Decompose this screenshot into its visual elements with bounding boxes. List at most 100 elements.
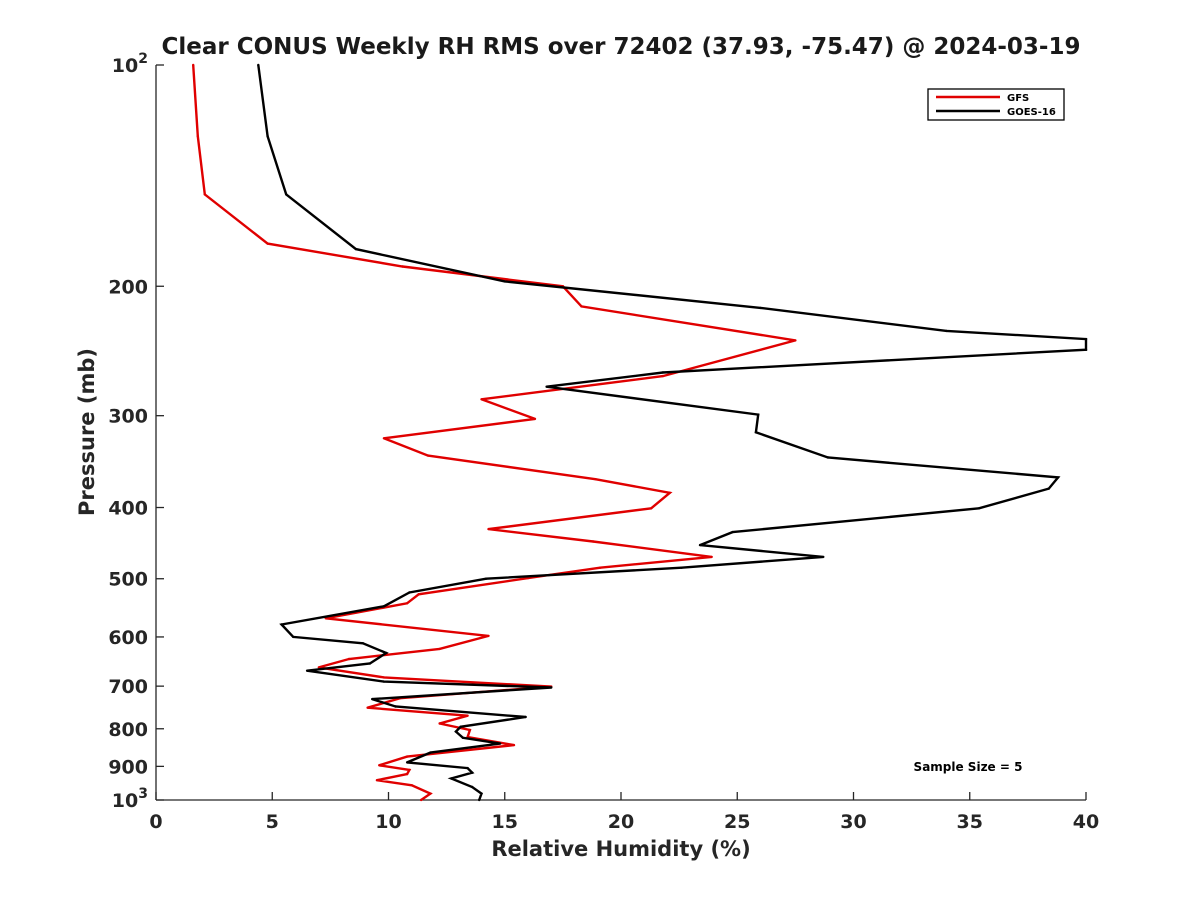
y-tick-label: 200: [108, 276, 148, 298]
x-axis-label: Relative Humidity (%): [491, 837, 750, 861]
data-point-gfs: [375, 779, 379, 782]
data-point-gfs: [408, 768, 411, 772]
y-tick-label-base: 400: [108, 498, 148, 520]
y-tick-label-base: 500: [108, 569, 148, 591]
data-point-gfs: [487, 527, 490, 531]
data-point-gfs: [438, 722, 441, 725]
y-tick-label: 300: [108, 406, 148, 428]
data-point-gfs: [661, 374, 665, 378]
y-tick-label: 103: [112, 786, 148, 812]
data-point-gfs: [196, 135, 199, 138]
data-point-goes-16: [480, 792, 483, 795]
y-tick-label: 800: [108, 719, 148, 741]
data-point-gfs: [382, 676, 386, 679]
data-point-goes-16: [292, 635, 295, 639]
data-point-goes-16: [759, 306, 762, 310]
data-point-goes-16: [405, 761, 409, 764]
data-point-goes-16: [478, 798, 481, 802]
y-tick-label: 900: [108, 756, 148, 778]
x-tick-label: 20: [608, 811, 634, 833]
sample-size-annotation: Sample Size = 5: [914, 760, 1023, 774]
data-point-gfs: [419, 798, 423, 802]
y-tick-label-base: 900: [108, 756, 148, 778]
data-point-goes-16: [731, 530, 734, 534]
data-point-goes-16: [408, 591, 411, 594]
data-point-gfs: [382, 437, 386, 440]
data-point-gfs: [317, 666, 320, 669]
data-point-goes-16: [285, 193, 288, 196]
data-point-gfs: [794, 339, 797, 342]
data-point-goes-16: [977, 507, 981, 510]
data-point-goes-16: [484, 577, 488, 580]
data-point-goes-16: [524, 715, 527, 719]
data-point-gfs: [591, 540, 595, 543]
data-point-goes-16: [450, 777, 453, 780]
y-tick-label: 400: [108, 498, 148, 520]
legend: GFS GOES-16: [927, 88, 1065, 121]
data-point-goes-16: [1047, 487, 1051, 490]
y-tick-label: 102: [112, 51, 148, 77]
y-tick-label: 500: [108, 569, 148, 591]
y-tick-label-base: 600: [108, 627, 148, 649]
data-point-gfs: [426, 454, 430, 457]
data-point-goes-16: [545, 385, 548, 388]
y-tick-label-base: 800: [108, 719, 148, 741]
y-tick-label-base: 700: [108, 676, 148, 698]
data-point-gfs: [710, 555, 713, 559]
data-point-goes-16: [698, 543, 702, 547]
data-point-goes-16: [1084, 348, 1088, 351]
x-tick-label: 0: [149, 811, 162, 833]
x-tick-label: 5: [266, 811, 279, 833]
data-point-gfs: [480, 398, 483, 401]
data-point-goes-16: [382, 605, 386, 608]
data-point-goes-16: [680, 566, 683, 569]
data-point-goes-16: [461, 736, 465, 739]
data-point-goes-16: [945, 329, 948, 333]
data-point-gfs: [405, 602, 409, 605]
data-point-goes-16: [754, 431, 758, 434]
data-point-goes-16: [368, 662, 372, 665]
data-point-goes-16: [394, 705, 397, 708]
data-point-goes-16: [466, 766, 469, 770]
data-point-gfs: [405, 772, 409, 776]
data-point-goes-16: [471, 785, 474, 789]
y-tick-label: 700: [108, 676, 148, 698]
x-tick-label: 10: [375, 811, 401, 833]
data-point-goes-16: [471, 771, 474, 774]
data-point-gfs: [580, 305, 583, 308]
y-tick-label-exponent: 2: [138, 51, 148, 67]
legend-label-goes-16: GOES-16: [1007, 107, 1056, 118]
data-point-gfs: [512, 743, 516, 747]
data-point-gfs: [466, 714, 469, 717]
x-tick-label: 25: [724, 811, 750, 833]
x-tick-label: 30: [840, 811, 866, 833]
data-point-goes-16: [826, 456, 830, 459]
y-tick-label-base: 200: [108, 276, 148, 298]
data-point-goes-16: [305, 669, 309, 672]
data-point-goes-16: [454, 730, 458, 733]
data-point-gfs: [192, 63, 195, 67]
data-point-goes-16: [1084, 337, 1088, 341]
data-point-goes-16: [361, 642, 365, 645]
data-point-gfs: [487, 634, 490, 638]
data-point-gfs: [405, 755, 409, 758]
data-point-gfs: [203, 193, 206, 196]
data-point-goes-16: [550, 686, 553, 689]
data-point-goes-16: [354, 247, 358, 251]
data-point-goes-16: [429, 751, 432, 754]
data-point-goes-16: [385, 651, 388, 655]
y-axis-label: Pressure (mb): [75, 348, 99, 516]
data-point-gfs: [650, 507, 653, 510]
data-point-gfs: [468, 728, 472, 732]
data-point-gfs: [533, 417, 537, 421]
y-tick-label-exponent: 3: [138, 786, 148, 802]
plot-area: 0 5 10 15 20 25 30 35 40 10220030040050060070080…: [108, 51, 1099, 833]
data-point-gfs: [417, 593, 420, 596]
data-point-gfs: [410, 784, 413, 787]
data-point-gfs: [594, 478, 597, 481]
legend-box: [927, 88, 1065, 121]
data-point-gfs: [668, 491, 671, 494]
series-lines: [192, 63, 1088, 802]
data-point-goes-16: [757, 413, 760, 416]
